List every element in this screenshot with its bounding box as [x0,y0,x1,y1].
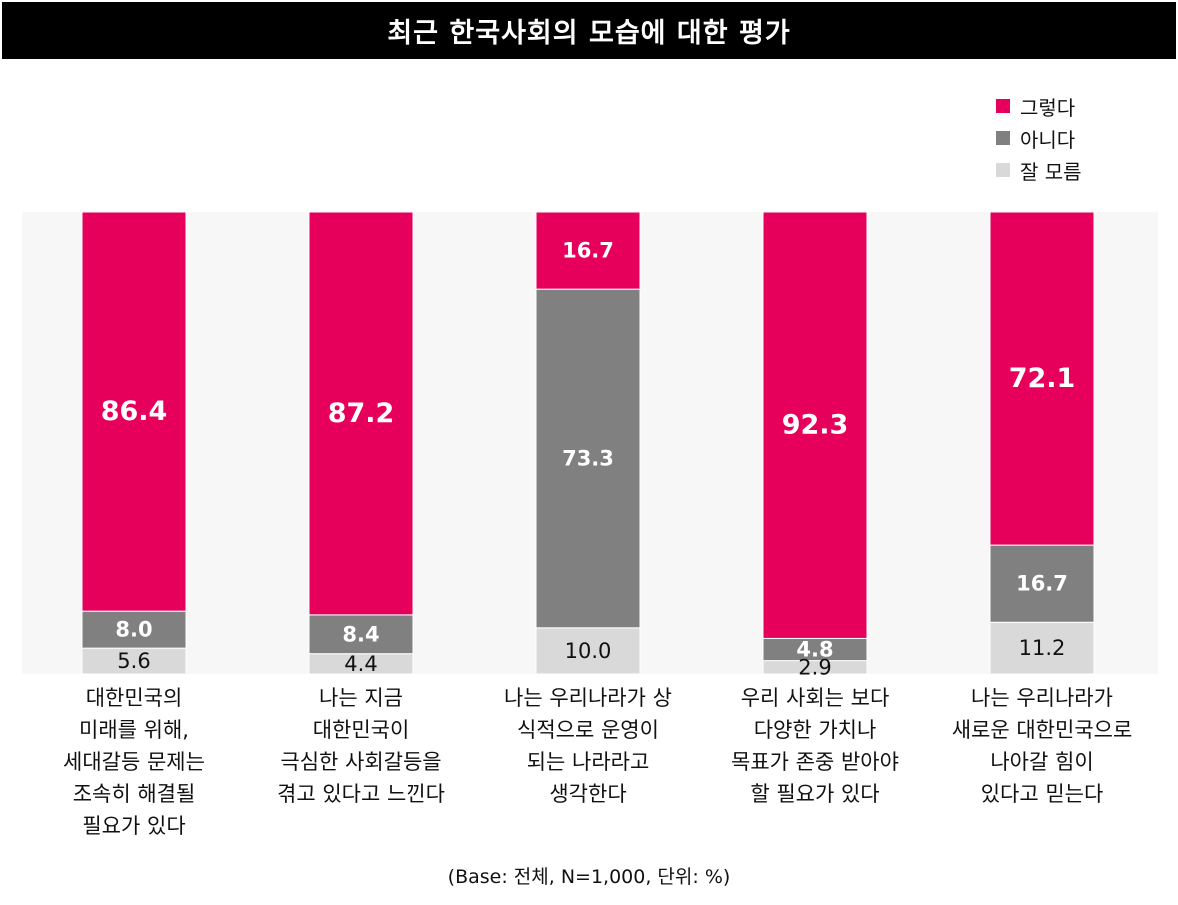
value-label-yes-1: 86.4 [101,396,168,427]
legend-label-unknown: 잘 모름 [1020,159,1082,184]
value-label-no-5: 16.7 [1016,572,1068,596]
category-label-1: 대한민국의 미래를 위해, 세대갈등 문제는 조속히 해결될 필요가 있다 [63,686,205,838]
value-label-no-3: 73.3 [562,446,614,470]
legend-item-yes: 그렇다 [996,90,1166,122]
bar-segment-unknown-3 [535,627,641,675]
footnote: (Base: 전체, N=1,000, 단위: %) [447,866,731,888]
bars-layer [81,211,1095,675]
bar-segment-yes-5 [989,211,1095,546]
value-label-unknown-1: 5.6 [117,649,150,673]
category-label-3: 나는 우리나라가 상 식적으로 운영이 되는 나라라고 생각한다 [504,686,672,806]
legend-swatch-unknown [996,163,1010,177]
value-label-no-2: 8.4 [342,622,379,646]
chart-title: 최근 한국사회의 모습에 대한 평가 [2,2,1176,59]
value-label-yes-3: 16.7 [562,239,614,263]
value-label-unknown-3: 10.0 [565,639,612,663]
bar-segment-unknown-5 [989,621,1095,675]
value-labels-layer: 5.6 8.0 86.4 4.4 8.4 87.2 10.0 73.3 16.7 2.94.8 92… [101,239,1076,680]
value-label-yes-2: 87.2 [328,398,395,429]
category-label-2: 나는 지금 대한민국이 극심한 사회갈등을 겪고 있다고 느낀다 [277,686,445,806]
legend-swatch-no [996,131,1010,145]
legend-label-yes: 그렇다 [1020,95,1076,120]
bar-segment-yes-1 [81,211,187,612]
bar-segment-no-1 [81,610,187,649]
value-label-unknown-2: 4.4 [344,652,377,676]
legend-label-no: 아니다 [1020,127,1076,152]
value-label-no-1: 8.0 [115,618,152,642]
value-label-unknown-5: 11.2 [1019,636,1066,660]
bar-segment-yes-4 [762,211,868,639]
category-label-4: 우리 사회는 보다 다양한 가치나 목표가 존중 받아야 할 필요가 있다 [731,686,899,806]
bar-segment-yes-3 [535,211,641,290]
value-label-yes-5: 72.1 [1009,363,1076,394]
value-label-no-4: 4.8 [796,638,833,662]
legend-swatch-yes [996,99,1010,113]
bar-segment-no-3 [535,288,641,629]
bar-segment-no-5 [989,544,1095,623]
value-label-unknown-4: 2.9 [798,655,831,679]
category-label-5: 나는 우리나라가 새로운 대한민국으로 나아갈 힘이 있다고 믿는다 [951,686,1133,806]
legend-item-unknown: 잘 모름 [996,154,1166,186]
legend: 그렇다 아니다 잘 모름 [996,90,1166,186]
legend-item-no: 아니다 [996,122,1166,154]
value-label-yes-4: 92.3 [782,410,849,441]
bar-segment-yes-2 [308,211,414,616]
